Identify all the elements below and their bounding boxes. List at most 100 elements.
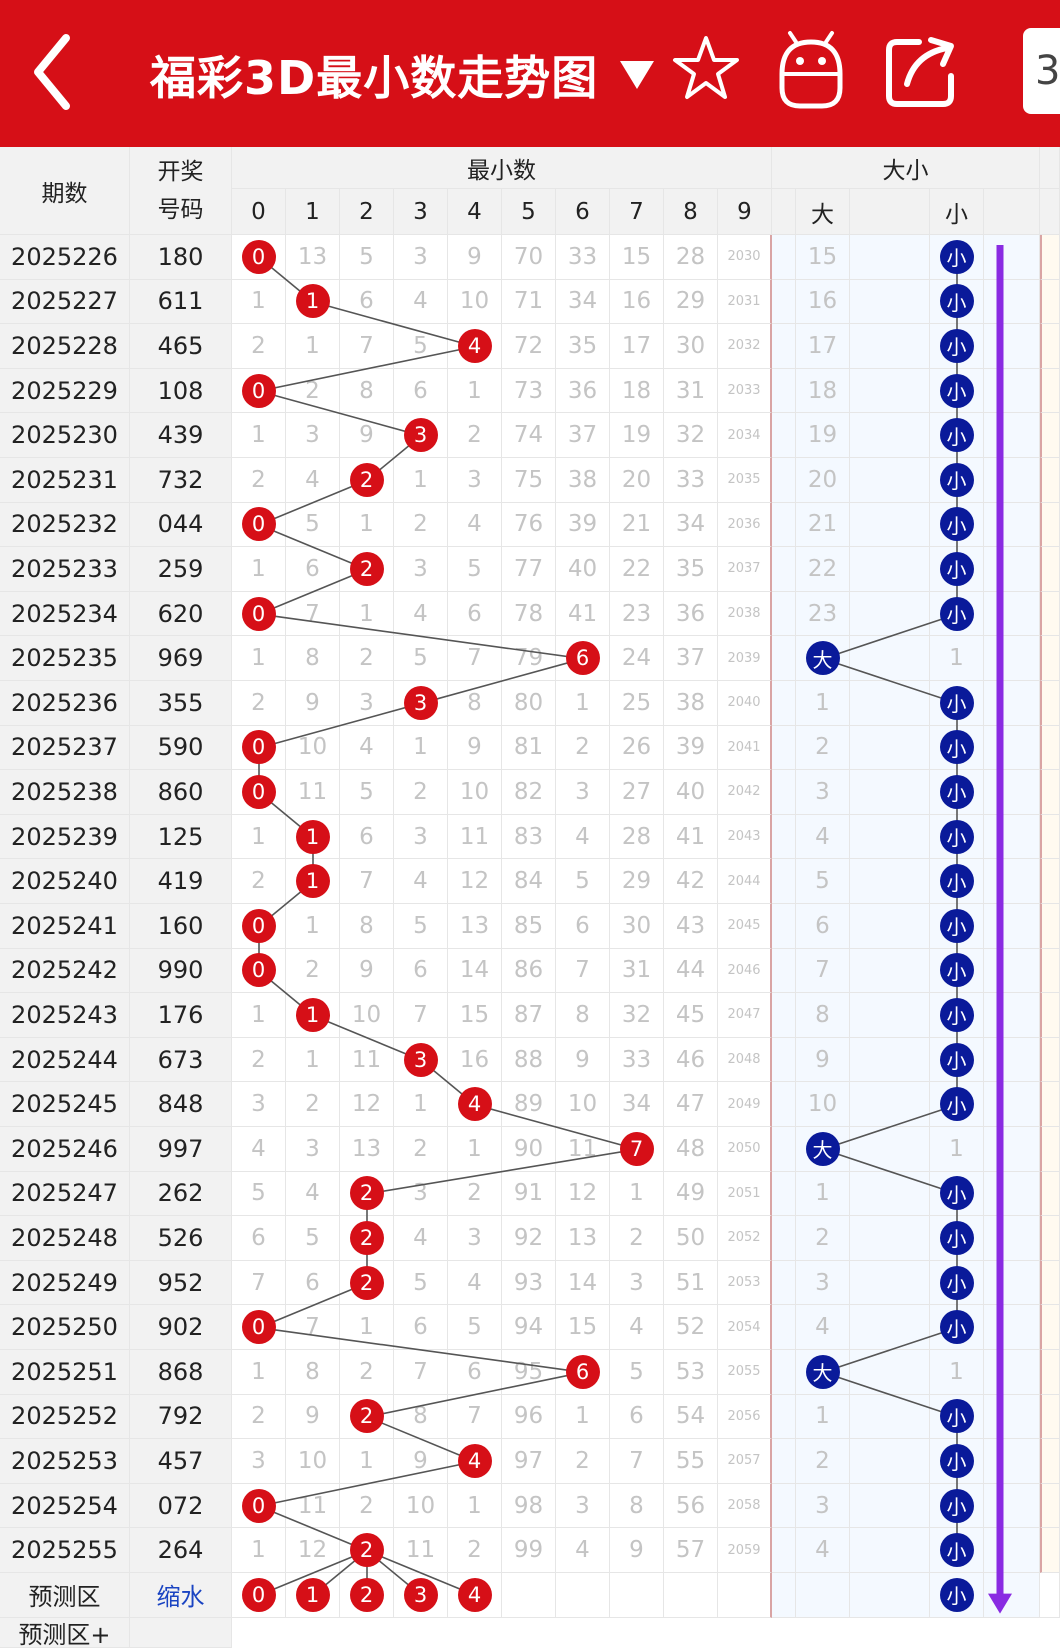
draw-number-cell: 848 bbox=[130, 1082, 232, 1127]
size-gap-cell bbox=[850, 1037, 930, 1083]
draw-number-cell: 355 bbox=[130, 681, 232, 726]
digit-cell: 93 bbox=[502, 1260, 556, 1306]
small-ball: 小 bbox=[939, 1042, 974, 1077]
digit-cell: 40 bbox=[556, 547, 610, 592]
min-number-ball: 7 bbox=[619, 1131, 654, 1166]
period-cell: 2025252 bbox=[0, 1394, 130, 1440]
digit-cell: 27 bbox=[610, 770, 664, 815]
digit-cell: 20 bbox=[610, 458, 664, 503]
digit-cell: 4 bbox=[448, 324, 502, 369]
digit-cell: 29 bbox=[610, 859, 664, 904]
back-arrow-icon[interactable] bbox=[30, 30, 86, 114]
digit-cell: 73 bbox=[502, 368, 556, 414]
predict-digit-cell[interactable]: 4 bbox=[448, 1573, 502, 1618]
digit-cell: 72 bbox=[502, 324, 556, 369]
draw-number-cell: 860 bbox=[130, 770, 232, 815]
digit-cell: 22 bbox=[610, 547, 664, 592]
size-big-cell: 大 bbox=[796, 1127, 850, 1172]
digit-cell: 49 bbox=[664, 1171, 718, 1217]
draw-number-cell: 044 bbox=[130, 502, 232, 548]
predict-ball: 4 bbox=[457, 1577, 492, 1612]
digit-cell: 1 bbox=[394, 725, 448, 771]
min-number-ball: 1 bbox=[295, 819, 330, 854]
size-header-extra bbox=[984, 189, 1040, 235]
min-number-ball: 4 bbox=[457, 328, 492, 363]
digit-cell: 3 bbox=[286, 413, 340, 458]
size-gap-cell bbox=[850, 770, 930, 815]
size-gap-cell bbox=[772, 368, 796, 414]
period-cell: 2025253 bbox=[0, 1439, 130, 1484]
digit-cell: 5 bbox=[286, 502, 340, 548]
min-number-ball: 2 bbox=[349, 462, 384, 497]
size-small-cell: 小 bbox=[930, 681, 984, 726]
size-gap-cell bbox=[772, 1350, 796, 1395]
period-cell: 2025255 bbox=[0, 1528, 130, 1573]
digit-cell: 97 bbox=[502, 1439, 556, 1484]
digit-cell: 28 bbox=[664, 235, 718, 280]
size-extra-cell bbox=[984, 1127, 1040, 1172]
predict-digit-cell[interactable]: 0 bbox=[232, 1573, 286, 1618]
star-icon[interactable] bbox=[672, 34, 740, 102]
digit-cell: 0 bbox=[232, 1305, 286, 1350]
digit-cell: 34 bbox=[556, 279, 610, 325]
digit-cell: 2 bbox=[340, 547, 394, 592]
digit-cell: 3 bbox=[232, 1439, 286, 1484]
size-gap-cell bbox=[772, 814, 796, 860]
digit-cell: 2045 bbox=[718, 904, 772, 949]
predict-plus-label[interactable]: 预测区+ bbox=[0, 1617, 130, 1649]
digit-header-6: 6 bbox=[556, 189, 610, 235]
size-small-cell: 小 bbox=[930, 1171, 984, 1217]
digit-cell: 2037 bbox=[718, 547, 772, 592]
predict-digit-cell[interactable]: 3 bbox=[394, 1573, 448, 1618]
digit-cell: 2044 bbox=[718, 859, 772, 904]
digit-cell: 33 bbox=[610, 1037, 664, 1083]
row-edge-cell bbox=[1040, 1260, 1060, 1306]
digit-cell: 15 bbox=[448, 993, 502, 1038]
digit-cell: 0 bbox=[232, 770, 286, 815]
size-gap-cell bbox=[772, 1439, 796, 1484]
row-edge-cell bbox=[1040, 814, 1060, 860]
digit-cell: 1 bbox=[448, 1483, 502, 1529]
digit-cell: 2 bbox=[394, 1127, 448, 1172]
number-tab[interactable]: 3 bbox=[1023, 28, 1060, 114]
digit-cell: 1 bbox=[286, 1037, 340, 1083]
size-gap-cell bbox=[850, 993, 930, 1038]
digit-header-8: 8 bbox=[664, 189, 718, 235]
size-gap-cell bbox=[850, 368, 930, 414]
predict-size-cell[interactable]: 小 bbox=[930, 1573, 984, 1618]
digit-cell: 1 bbox=[232, 993, 286, 1038]
predict-digit-cell[interactable]: 2 bbox=[340, 1573, 394, 1618]
digit-cell: 98 bbox=[502, 1483, 556, 1529]
digit-cell: 16 bbox=[448, 1037, 502, 1083]
size-big-cell: 3 bbox=[796, 1260, 850, 1306]
draw-header-line1: 开奖 bbox=[157, 158, 204, 185]
small-ball: 小 bbox=[939, 864, 974, 899]
size-small-cell: 小 bbox=[930, 502, 984, 548]
size-extra-cell bbox=[984, 1528, 1040, 1573]
predict-digit-cell[interactable]: 1 bbox=[286, 1573, 340, 1618]
digit-cell: 5 bbox=[394, 904, 448, 949]
title-dropdown[interactable]: 福彩3D最小数走势图 bbox=[150, 40, 655, 110]
digit-cell: 2040 bbox=[718, 681, 772, 726]
digit-cell: 5 bbox=[340, 235, 394, 280]
android-robot-icon[interactable] bbox=[776, 30, 846, 110]
min-number-ball: 2 bbox=[349, 1399, 384, 1434]
digit-cell: 74 bbox=[502, 413, 556, 458]
draw-number-cell: 590 bbox=[130, 725, 232, 771]
share-icon[interactable] bbox=[885, 34, 959, 108]
digit-cell: 2 bbox=[556, 1439, 610, 1484]
digit-cell: 38 bbox=[664, 681, 718, 726]
size-extra-cell bbox=[984, 1260, 1040, 1306]
size-gap-cell bbox=[850, 547, 930, 592]
digit-cell: 10 bbox=[556, 1082, 610, 1127]
digit-cell: 50 bbox=[664, 1216, 718, 1261]
digit-cell: 8 bbox=[286, 1350, 340, 1395]
size-header-gap bbox=[850, 189, 930, 235]
digit-cell: 2 bbox=[556, 725, 610, 771]
min-number-ball: 2 bbox=[349, 551, 384, 586]
shrink-button[interactable]: 缩水 bbox=[130, 1573, 232, 1618]
size-small-cell: 小 bbox=[930, 904, 984, 949]
digit-cell: 37 bbox=[556, 413, 610, 458]
predict-digit-cell bbox=[556, 1573, 610, 1618]
digit-cell: 12 bbox=[448, 859, 502, 904]
